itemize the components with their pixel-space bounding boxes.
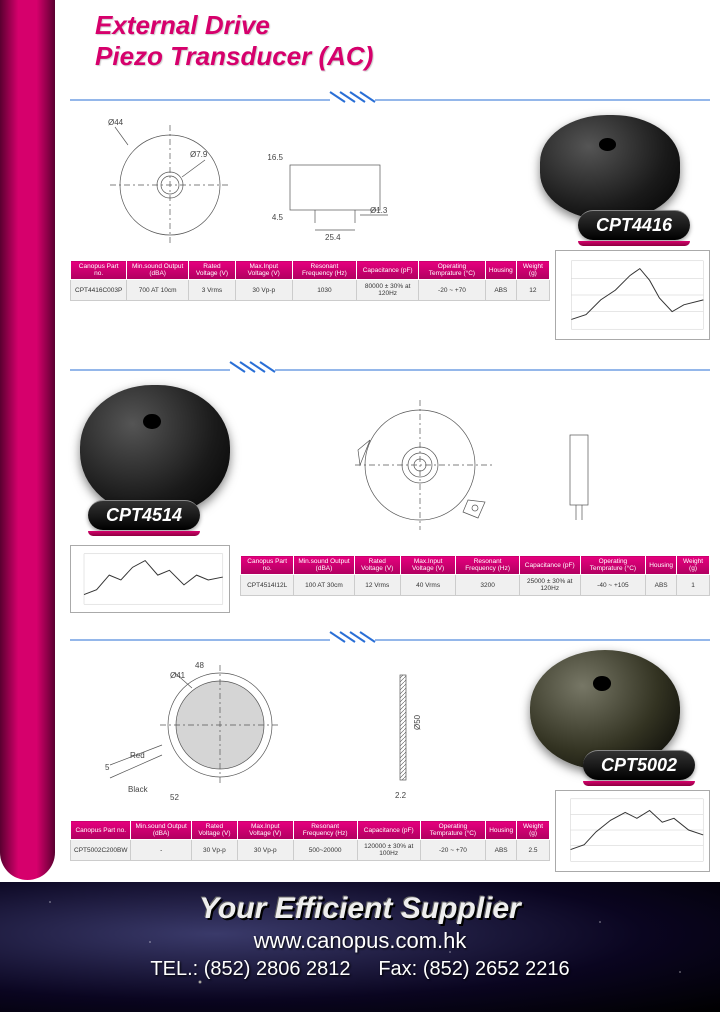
lead-red: Red <box>130 751 145 760</box>
page-footer: Your Efficient Supplier www.canopus.com.… <box>0 882 720 1012</box>
product-section-3: 48 Ø41 Red Black 5 52 2.2 Ø50 CPT5002 <box>70 630 710 880</box>
col-partno: Canopus Part no. <box>71 261 127 280</box>
dim-pinh: 4.5 <box>272 213 284 222</box>
page-title: External Drive Piezo Transducer (AC) <box>95 10 373 72</box>
col-cap: Capacitance (pF) <box>357 261 419 280</box>
col-temp: Operating Temprature (°C) <box>419 261 486 280</box>
table-header-row: Canopus Part no. Min.sound Output (dBA) … <box>71 261 550 280</box>
title-line-1: External Drive <box>95 10 373 41</box>
spec-table-2: Canopus Part no.Min.sound Output (dBA)Ra… <box>240 555 710 596</box>
table-row: CPT5002C200BW-30 Vp-p30 Vp-p500~20000120… <box>71 840 550 861</box>
dim-off: 5 <box>105 763 110 772</box>
product-photo-1 <box>540 115 680 220</box>
col-sound: Min.sound Output (dBA) <box>127 261 189 280</box>
footer-contact: TEL.: (852) 2806 2812 Fax: (852) 2652 22… <box>0 958 720 981</box>
model-badge-1: CPT4416 <box>578 210 690 240</box>
tel-value: (852) 2806 2812 <box>204 958 351 980</box>
dim-d41: Ø41 <box>170 671 186 680</box>
col-maxin: Max.Input Voltage (V) <box>235 261 292 280</box>
model-label: CPT4416 <box>596 215 672 235</box>
table-header-row: Canopus Part no.Min.sound Output (dBA)Ra… <box>71 821 550 840</box>
technical-drawing-3: 48 Ø41 Red Black 5 52 2.2 Ø50 <box>100 650 450 810</box>
divider-line <box>70 360 710 374</box>
model-label: CPT5002 <box>601 755 677 775</box>
product-section-1: Ø44 Ø7.9 16.5 4.5 25.4 Ø1.3 CPT4416 <box>70 90 710 350</box>
lead-black: Black <box>128 785 149 794</box>
col-housing: Housing <box>485 261 516 280</box>
dim-d50: Ø50 <box>413 714 422 730</box>
dim-d44: Ø44 <box>108 118 124 127</box>
product-section-2: CPT4514 Canop <box>70 360 710 620</box>
table-header-row: Canopus Part no.Min.sound Output (dBA)Ra… <box>241 556 710 575</box>
divider-line <box>70 630 710 644</box>
response-graph-1 <box>555 250 710 340</box>
fax-value: (852) 2652 2216 <box>423 958 570 980</box>
dim-pind: Ø1.3 <box>370 206 388 215</box>
response-graph-3 <box>555 790 710 872</box>
dim-lead: 52 <box>170 793 179 802</box>
table-row: CPT4514I12L100 AT 30cm12 Vrms40 Vrms3200… <box>241 575 710 596</box>
col-weight: Weight (g) <box>516 261 549 280</box>
table-row: CPT4416C003P700 AT 10cm3 Vrms30 Vp-p1030… <box>71 280 550 301</box>
response-graph-2 <box>70 545 230 613</box>
title-line-2: Piezo Transducer (AC) <box>95 41 373 72</box>
tel-label: TEL.: <box>150 958 198 980</box>
dim-d79: Ø7.9 <box>190 150 208 159</box>
technical-drawing-2 <box>300 380 700 550</box>
product-photo-2 <box>80 385 230 515</box>
spec-table-1: Canopus Part no. Min.sound Output (dBA) … <box>70 260 550 301</box>
fax-label: Fax: <box>378 958 417 980</box>
footer-slogan: Your Efficient Supplier <box>0 892 720 926</box>
col-freq: Resonant Frequency (Hz) <box>292 261 357 280</box>
model-label: CPT4514 <box>106 505 182 525</box>
dim-w48: 48 <box>195 661 204 670</box>
dim-t: 2.2 <box>395 791 407 800</box>
dim-h: 16.5 <box>267 153 283 162</box>
model-badge-2: CPT4514 <box>88 500 200 530</box>
divider-line <box>70 90 710 104</box>
spec-table-3: Canopus Part no.Min.sound Output (dBA)Ra… <box>70 820 550 861</box>
col-rated: Rated Voltage (V) <box>188 261 235 280</box>
dim-pitch: 25.4 <box>325 233 341 242</box>
brand-sidebar: CANOPUS <box>0 0 55 880</box>
footer-url: www.canopus.com.hk <box>0 928 720 954</box>
model-badge-3: CPT5002 <box>583 750 695 780</box>
technical-drawing-1: Ø44 Ø7.9 16.5 4.5 25.4 Ø1.3 <box>90 115 410 250</box>
